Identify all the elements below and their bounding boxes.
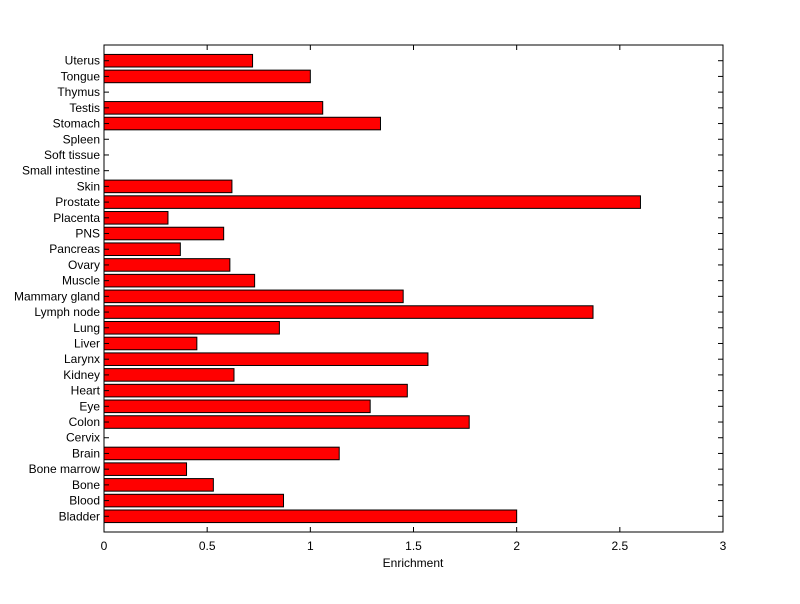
y-tick-label: Larynx [64, 352, 100, 366]
x-tick-label: 2.5 [611, 539, 628, 553]
bar-blood [103, 493, 285, 508]
bar-colon [103, 415, 470, 429]
bar-placenta [103, 211, 169, 225]
bar-muscle [103, 273, 256, 288]
y-tick-label: Heart [71, 384, 101, 398]
y-tick-label: Bladder [59, 509, 100, 523]
y-tick-label: Thymus [57, 85, 100, 99]
y-tick-label: Pancreas [49, 242, 100, 256]
bar-brain [103, 446, 340, 461]
x-tick-label: 0 [101, 539, 108, 553]
y-tick-label: Uterus [65, 54, 100, 68]
y-tick-label: Bone [72, 478, 100, 492]
y-tick-label: Eye [79, 399, 100, 413]
x-tick-label: 1 [307, 539, 314, 553]
x-tick-label: 0.5 [199, 539, 216, 553]
bar-testis [103, 101, 324, 115]
y-tick-label: Mammary gland [14, 289, 100, 303]
y-tick-label: Cervix [66, 431, 100, 445]
y-tick-label: Lung [73, 321, 100, 335]
x-tick-label: 3 [720, 539, 727, 553]
bar-lung [103, 320, 280, 335]
bar-pns [103, 226, 225, 241]
x-tick-label: 1.5 [405, 539, 422, 553]
y-tick-label: Prostate [55, 195, 100, 209]
bar-bone [103, 478, 214, 492]
y-tick-label: Bone marrow [29, 462, 101, 476]
bar-prostate [103, 195, 641, 209]
y-tick-label: Stomach [53, 117, 100, 131]
bar-stomach [103, 116, 381, 131]
y-tick-label: Placenta [53, 211, 100, 225]
y-tick-label: Liver [74, 336, 100, 350]
y-tick-label: Muscle [62, 274, 100, 288]
bar-lymph-node [103, 305, 594, 319]
x-axis-label: Enrichment [383, 556, 444, 570]
bar-mammary-gland [103, 289, 404, 304]
bar-kidney [103, 368, 235, 382]
y-tick-label: Spleen [63, 132, 100, 146]
y-tick-label: Kidney [63, 368, 100, 382]
bar-liver [103, 336, 198, 351]
x-tick-labels: 0 0.5 1 1.5 2 2.5 3 [101, 45, 727, 553]
bar-ovary [103, 258, 231, 272]
y-tick-label: Blood [69, 494, 100, 508]
y-tick-label: Ovary [68, 258, 100, 272]
bar-skin [103, 179, 233, 194]
bars-layer [103, 53, 641, 524]
y-tick-label: PNS [75, 227, 100, 241]
y-tick-label: Small intestine [22, 164, 100, 178]
y-tick-label: Tongue [61, 69, 101, 83]
bar-eye [103, 399, 371, 414]
bar-bone-marrow [103, 462, 188, 476]
bar-heart [103, 383, 408, 398]
y-tick-label: Colon [69, 415, 100, 429]
bar-tongue [103, 69, 311, 84]
bar-bladder [103, 509, 518, 524]
y-tick-label: Lymph node [34, 305, 100, 319]
y-tick-label: Brain [72, 446, 100, 460]
y-tick-label: Skin [77, 179, 100, 193]
bar-larynx [103, 352, 429, 366]
x-tick-label: 2 [513, 539, 520, 553]
bar-pancreas [103, 242, 181, 257]
bar-uterus [103, 53, 254, 68]
y-tick-label: Soft tissue [44, 148, 100, 162]
y-tick-label: Testis [69, 101, 100, 115]
